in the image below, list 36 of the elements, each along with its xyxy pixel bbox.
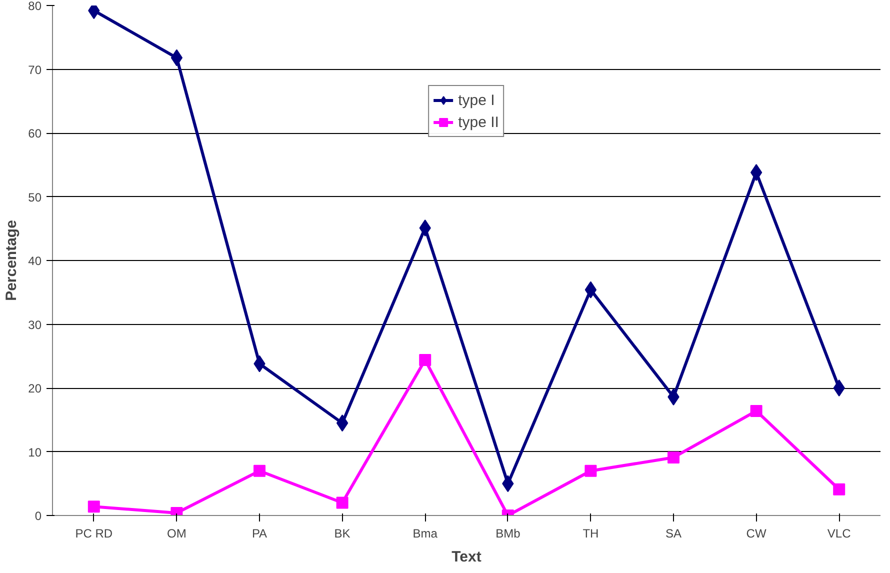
point (254, 464, 266, 477)
y-tick-label: 10 (28, 445, 42, 460)
point (750, 404, 762, 417)
x-tick-label: BMb (496, 526, 521, 540)
x-tick-label: OM (167, 526, 186, 540)
legend-label: type II (458, 114, 499, 130)
point (584, 281, 597, 298)
point (584, 464, 597, 477)
x-tick-label: CW (746, 526, 767, 540)
x-tick-label: BK (334, 526, 350, 540)
point (88, 500, 100, 513)
point (750, 164, 762, 182)
y-axis-title: Percentage (3, 220, 20, 301)
x-tick-label: PC RD (75, 526, 113, 540)
point (833, 483, 846, 496)
y-tick-label: 0 (34, 509, 42, 523)
point (419, 354, 432, 366)
y-tick-label: 60 (28, 126, 42, 140)
point (336, 414, 348, 432)
y-tick-label: 20 (28, 382, 42, 396)
point (668, 451, 680, 464)
x-tick-label: TH (582, 526, 599, 540)
legend-label: type I (458, 92, 495, 108)
y-tick-label: 80 (28, 0, 42, 13)
y-tick-label: 70 (28, 62, 42, 77)
x-axis-title: Text (452, 548, 482, 566)
x-tick-label: SA (665, 526, 682, 540)
point (833, 380, 845, 396)
y-tick-label: 40 (28, 254, 42, 268)
point (336, 496, 348, 509)
x-tick-label: VLC (827, 526, 852, 540)
x-tick-label: Bma (412, 526, 438, 540)
point (170, 49, 183, 66)
y-tick-label: 30 (28, 318, 42, 332)
x-tick-label: PA (252, 526, 268, 540)
y-tick-label: 50 (28, 190, 42, 204)
